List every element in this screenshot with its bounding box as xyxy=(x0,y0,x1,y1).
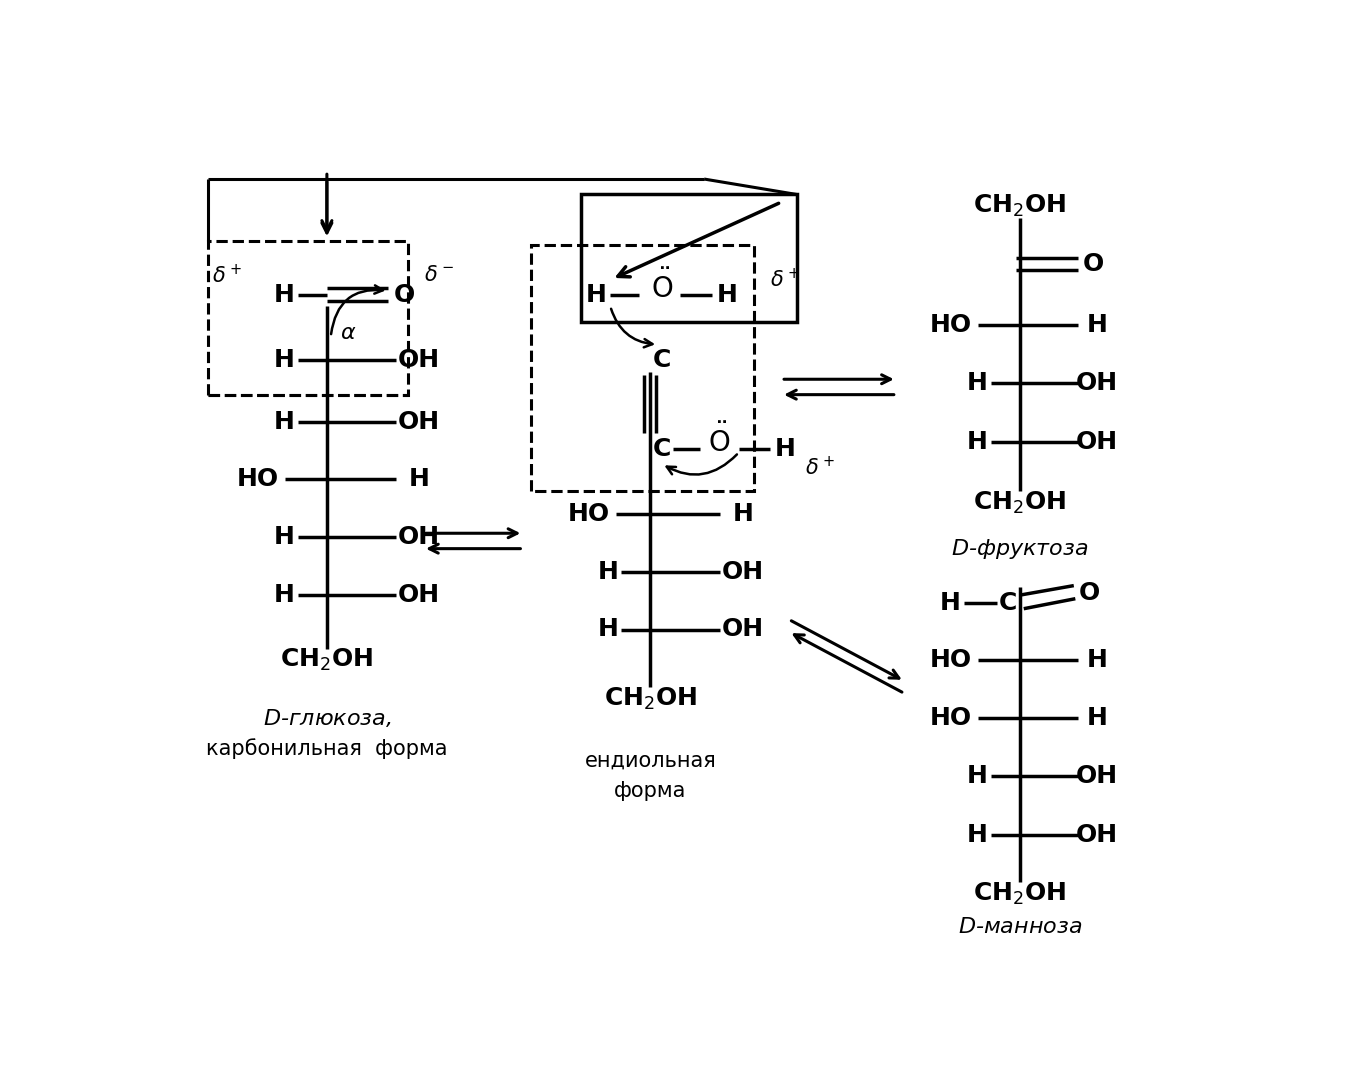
Text: $\ddot{\rm O}$: $\ddot{\rm O}$ xyxy=(708,424,731,458)
Text: H: H xyxy=(274,410,296,433)
Text: OH: OH xyxy=(1075,371,1117,396)
Text: O: O xyxy=(393,283,415,306)
Text: H: H xyxy=(967,371,989,396)
Text: HO: HO xyxy=(929,648,972,672)
Text: H: H xyxy=(274,348,296,372)
Text: CH$_2$OH: CH$_2$OH xyxy=(603,686,697,712)
Text: $\ddot{\rm O}$: $\ddot{\rm O}$ xyxy=(651,270,673,304)
Text: HO: HO xyxy=(236,468,278,491)
Text: OH: OH xyxy=(1075,430,1117,455)
Text: H: H xyxy=(274,583,296,607)
Text: OH: OH xyxy=(721,560,763,584)
Text: ендиольная: ендиольная xyxy=(584,750,716,771)
Text: H: H xyxy=(967,823,989,847)
Text: OH: OH xyxy=(721,617,763,642)
Text: $\alpha$: $\alpha$ xyxy=(340,324,357,343)
Text: $D$-манноза: $D$-манноза xyxy=(957,917,1082,937)
Text: карбонильная  форма: карбонильная форма xyxy=(206,739,447,759)
Text: CH$_2$OH: CH$_2$OH xyxy=(281,647,373,673)
Text: H: H xyxy=(586,283,607,306)
Text: OH: OH xyxy=(399,525,441,549)
Text: HO: HO xyxy=(568,502,610,526)
Text: $\delta^+$: $\delta^+$ xyxy=(212,263,241,287)
Text: H: H xyxy=(1086,648,1108,672)
Text: O: O xyxy=(1082,252,1104,276)
Text: HO: HO xyxy=(929,706,972,730)
Text: H: H xyxy=(940,590,961,615)
Text: H: H xyxy=(967,764,989,788)
Text: H: H xyxy=(774,436,796,460)
Text: H: H xyxy=(732,502,753,526)
Text: C: C xyxy=(652,348,671,372)
Text: CH$_2$OH: CH$_2$OH xyxy=(974,489,1067,516)
Text: H: H xyxy=(598,560,618,584)
Text: $\delta^-$: $\delta^-$ xyxy=(423,266,453,285)
Text: H: H xyxy=(967,430,989,455)
Text: H: H xyxy=(410,468,430,491)
Text: $\delta^+$: $\delta^+$ xyxy=(805,456,834,479)
Text: H: H xyxy=(274,283,296,306)
Text: O: O xyxy=(1078,582,1100,605)
Text: CH$_2$OH: CH$_2$OH xyxy=(974,192,1067,219)
Text: CH$_2$OH: CH$_2$OH xyxy=(974,880,1067,906)
Text: H: H xyxy=(1086,313,1108,338)
Text: OH: OH xyxy=(399,583,441,607)
Text: HO: HO xyxy=(929,313,972,338)
Text: H: H xyxy=(717,283,738,306)
Text: $\delta^+$: $\delta^+$ xyxy=(770,268,800,291)
Text: C: C xyxy=(999,590,1017,615)
Text: C: C xyxy=(652,436,671,460)
Text: H: H xyxy=(274,525,296,549)
Text: OH: OH xyxy=(1075,764,1117,788)
Text: OH: OH xyxy=(399,410,441,433)
Text: H: H xyxy=(1086,706,1108,730)
Text: H: H xyxy=(598,617,618,642)
Text: OH: OH xyxy=(399,348,441,372)
Text: $D$-фруктоза: $D$-фруктоза xyxy=(951,536,1089,561)
Text: OH: OH xyxy=(1075,823,1117,847)
Text: форма: форма xyxy=(614,782,686,801)
Text: $D$-глюкоза,: $D$-глюкоза, xyxy=(263,707,391,729)
